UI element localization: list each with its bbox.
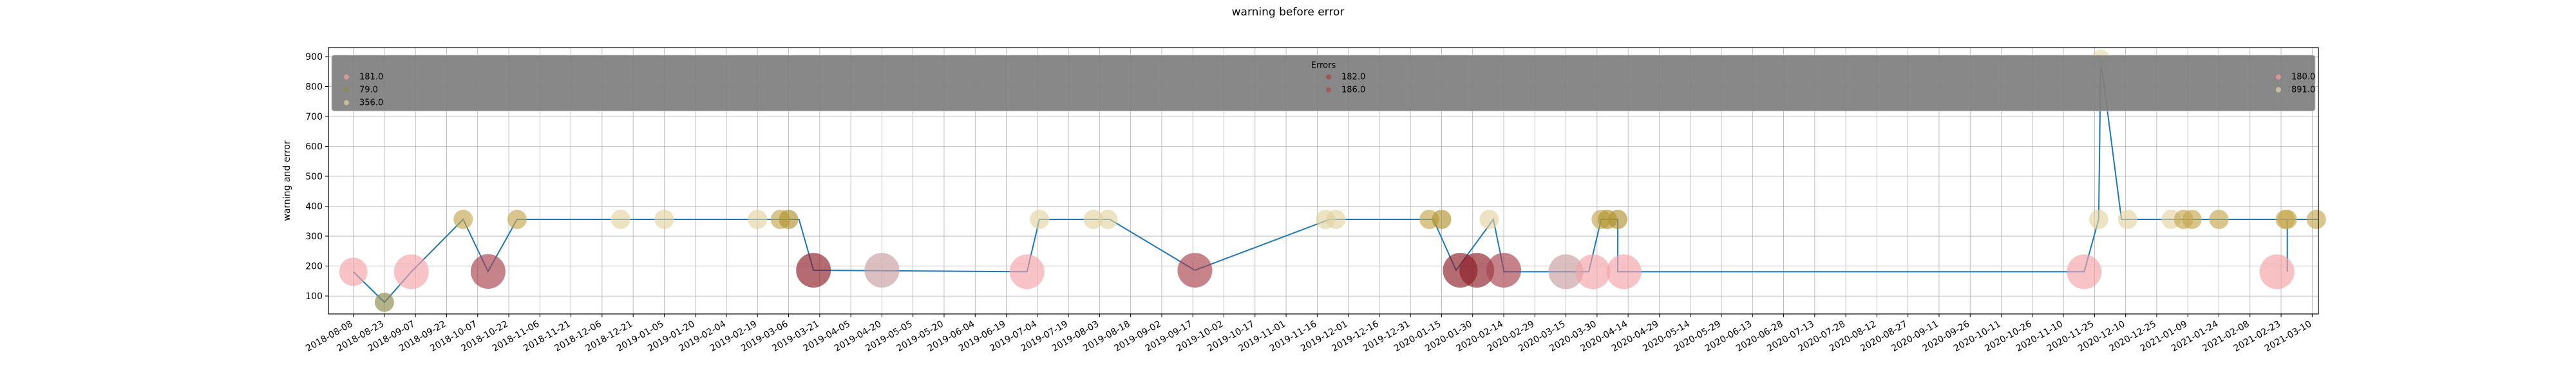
plot-area	[328, 47, 2319, 315]
data-point	[1098, 210, 1118, 230]
legend-marker	[344, 87, 349, 93]
data-point	[2277, 210, 2297, 230]
legend-label: 79.0	[359, 86, 378, 95]
legend-marker	[2276, 74, 2281, 80]
y-axis-label: warning and error	[282, 140, 292, 221]
data-point	[864, 253, 900, 288]
x-axis-ticks: 2018-08-082018-08-232018-09-072018-09-22…	[304, 314, 2313, 354]
legend-box	[331, 55, 2316, 112]
data-point	[1083, 210, 1103, 230]
y-tick-label: 400	[305, 202, 323, 212]
legend-label: 891.0	[2291, 86, 2315, 95]
data-point	[1575, 254, 1611, 290]
legend-marker	[1326, 74, 1331, 80]
data-point	[654, 210, 674, 230]
data-point	[1326, 210, 1346, 230]
y-tick-label: 600	[305, 142, 323, 152]
data-point	[1432, 210, 1452, 230]
y-tick-label: 700	[305, 112, 323, 122]
data-point	[748, 210, 768, 230]
legend-marker	[1326, 87, 1331, 93]
y-tick-label: 800	[305, 82, 323, 92]
y-axis-ticks: 100 200 300 400 500 600 700 800 900	[305, 52, 328, 302]
legend-label: 186.0	[1341, 86, 1365, 95]
legend-label: 180.0	[2291, 73, 2315, 82]
data-point	[339, 257, 368, 286]
data-point	[2182, 210, 2202, 230]
data-point	[453, 210, 473, 230]
data-point	[1030, 210, 1050, 230]
data-points	[339, 50, 2326, 312]
data-point	[796, 253, 831, 288]
chart-title: warning before error	[1232, 6, 1345, 19]
data-point	[2117, 210, 2137, 230]
data-point	[1608, 210, 1628, 230]
legend-label: 356.0	[359, 98, 383, 108]
data-point	[611, 210, 630, 230]
data-point	[1009, 254, 1045, 290]
legend-label: 182.0	[1341, 73, 1365, 82]
y-tick-label: 300	[305, 232, 323, 242]
data-point	[2088, 210, 2108, 230]
data-point	[1606, 254, 1642, 290]
legend-marker	[2276, 87, 2281, 93]
data-point	[1177, 253, 1213, 288]
legend-title: Errors	[1311, 61, 1336, 71]
legend: Errors 181.0 79.0 356.0 182.0 186.0 180.0 891.0	[331, 55, 2316, 112]
y-tick-label: 500	[305, 172, 323, 182]
data-point	[2306, 210, 2326, 230]
legend-marker	[344, 100, 349, 106]
data-point	[1548, 254, 1584, 290]
data-point	[393, 254, 429, 290]
y-tick-label: 100	[305, 291, 323, 302]
y-tick-label: 900	[305, 52, 323, 62]
legend-label: 181.0	[359, 73, 383, 82]
data-point	[1479, 210, 1499, 230]
data-point	[1486, 253, 1522, 288]
legend-marker	[344, 74, 349, 80]
data-point	[507, 210, 527, 230]
data-point	[374, 292, 394, 312]
data-point	[2067, 254, 2102, 290]
data-point	[2209, 210, 2229, 230]
y-tick-label: 200	[305, 262, 323, 272]
data-point	[779, 210, 799, 230]
data-point	[2259, 254, 2295, 290]
data-point	[470, 253, 506, 289]
data-point	[1459, 253, 1495, 288]
